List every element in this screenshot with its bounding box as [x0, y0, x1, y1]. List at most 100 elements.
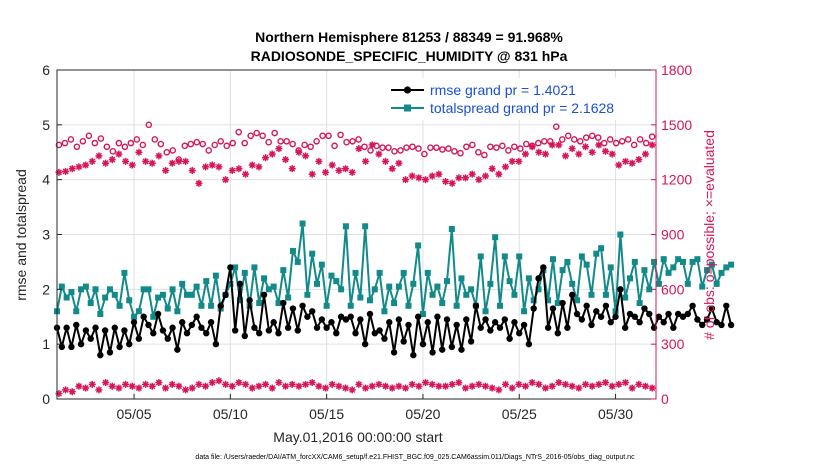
evaluated-obs-point: [188, 167, 196, 175]
possible-obs-point: [648, 133, 656, 141]
evaluated-obs-point: [115, 150, 123, 158]
rmse-point: [593, 308, 600, 315]
totalspread-point: [444, 278, 451, 285]
rmse-point: [612, 313, 619, 320]
totalspread-point: [111, 291, 118, 298]
totalspread-point: [333, 278, 340, 285]
low-count-point: [542, 384, 550, 392]
x-tick-label: 05/05: [117, 406, 152, 422]
totalspread-point: [198, 302, 205, 309]
evaluated-obs-point: [88, 157, 96, 165]
low-count-point: [62, 386, 70, 394]
rmse-point: [472, 302, 480, 309]
possible-obs-point: [439, 146, 446, 153]
low-count-point: [628, 384, 636, 392]
rmse-point: [135, 335, 143, 342]
evaluated-obs-point: [515, 157, 523, 165]
totalspread-point: [588, 291, 595, 298]
low-count-point: [68, 388, 76, 396]
totalspread-point: [251, 264, 258, 271]
low-count-point: [488, 384, 496, 392]
totalspread-point: [545, 297, 552, 304]
evaluated-obs-point: [575, 150, 583, 158]
rmse-point: [217, 302, 224, 309]
rmse-point: [106, 349, 114, 356]
low-count-point: [195, 380, 203, 388]
totalspread-point: [371, 286, 378, 293]
totalspread-point: [328, 272, 335, 279]
low-count-point: [182, 386, 190, 394]
low-count-point: [502, 380, 510, 388]
rmse-point: [424, 319, 431, 326]
evaluated-obs-point: [295, 148, 303, 156]
totalspread-point: [602, 291, 609, 298]
totalspread-point: [708, 261, 715, 268]
possible-obs-point: [283, 137, 290, 145]
possible-obs-point: [618, 137, 626, 145]
low-count-point: [415, 382, 423, 390]
evaluated-obs-point: [315, 157, 323, 165]
rmse-point: [390, 349, 398, 356]
possible-obs-point: [421, 150, 428, 158]
evaluated-obs-point: [522, 150, 530, 158]
rmse-point: [207, 319, 215, 326]
totalspread-point: [174, 308, 181, 315]
totalspread-point: [419, 311, 426, 318]
rmse-point: [284, 324, 292, 331]
possible-obs-point: [475, 148, 482, 156]
low-count-point: [302, 380, 310, 388]
rmse-point: [405, 321, 412, 329]
rmse-point: [718, 321, 725, 329]
rmse-point: [631, 313, 639, 320]
low-count-point: [255, 382, 263, 390]
rmse-point: [313, 324, 321, 331]
low-count-point: [395, 382, 403, 390]
evaluated-obs-point: [395, 159, 403, 167]
y-left-tick-label: 1: [42, 336, 50, 352]
totalspread-point: [617, 231, 624, 238]
low-count-point: [428, 380, 436, 388]
possible-obs-point: [163, 148, 171, 156]
rmse-point: [419, 340, 427, 348]
possible-obs-point: [636, 136, 644, 143]
evaluated-obs-point: [222, 176, 230, 184]
possible-obs-point: [349, 137, 356, 145]
totalspread-point: [261, 275, 268, 282]
y-right-tick-label: 1800: [661, 62, 692, 78]
possible-obs-point: [307, 143, 314, 151]
low-count-point: [355, 380, 363, 388]
rmse-point: [573, 310, 581, 318]
totalspread-point: [68, 289, 75, 296]
evaluated-obs-point: [468, 170, 476, 178]
evaluated-obs-point: [621, 157, 629, 165]
possible-obs-point: [630, 141, 638, 149]
possible-obs-point: [313, 137, 320, 145]
possible-obs-point: [469, 141, 476, 149]
low-count-point: [328, 380, 336, 388]
rmse-point: [689, 302, 696, 309]
totalspread-point: [299, 220, 306, 227]
evaluated-obs-point: [455, 174, 463, 182]
possible-obs-point: [91, 139, 99, 147]
low-count-point: [55, 390, 63, 398]
evaluated-obs-point: [288, 165, 296, 173]
possible-obs-point: [121, 143, 129, 151]
rmse-point: [670, 324, 677, 331]
rmse-point: [280, 299, 287, 307]
rmse-point: [376, 327, 383, 334]
possible-obs-point: [343, 138, 350, 146]
low-count-point: [75, 382, 83, 390]
evaluated-obs-point: [568, 145, 576, 153]
possible-obs-point: [642, 139, 650, 147]
rmse-point: [727, 321, 735, 329]
low-count-point: [608, 382, 616, 390]
possible-obs-point: [259, 132, 266, 140]
low-count-point: [635, 380, 643, 388]
totalspread-point: [415, 242, 422, 249]
rmse-point: [511, 319, 518, 326]
possible-obs-point: [570, 136, 578, 143]
y-right-tick-label: 1200: [661, 172, 692, 188]
rmse-point: [299, 302, 306, 309]
low-count-point: [88, 380, 96, 388]
evaluated-obs-point: [128, 161, 136, 169]
